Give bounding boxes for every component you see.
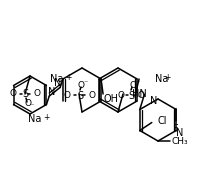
Text: O: O — [77, 80, 84, 90]
Text: ⁻: ⁻ — [136, 78, 140, 88]
Text: O: O — [130, 80, 137, 90]
Text: N: N — [54, 78, 62, 88]
Text: N: N — [177, 128, 184, 137]
Text: O: O — [117, 92, 124, 100]
Text: OH: OH — [104, 94, 118, 104]
Text: CH₃: CH₃ — [172, 136, 188, 145]
Text: N: N — [48, 87, 55, 97]
Text: O: O — [9, 90, 16, 98]
Text: HN: HN — [132, 89, 147, 99]
Text: ⁻: ⁻ — [84, 78, 88, 88]
Text: S: S — [128, 91, 134, 101]
Text: S: S — [22, 89, 28, 99]
Text: Na: Na — [155, 74, 168, 84]
Text: O: O — [63, 92, 70, 100]
Text: Na: Na — [28, 114, 42, 124]
Text: S: S — [77, 91, 83, 101]
Text: +: + — [164, 72, 170, 82]
Text: O: O — [34, 90, 41, 98]
Text: Cl: Cl — [157, 116, 167, 126]
Text: +: + — [65, 72, 71, 82]
Text: ⁻: ⁻ — [30, 102, 34, 110]
Text: F: F — [173, 124, 179, 134]
Text: +: + — [43, 112, 49, 122]
Text: N: N — [150, 96, 158, 106]
Text: O: O — [89, 92, 96, 100]
Text: Na: Na — [50, 74, 64, 84]
Text: O: O — [137, 92, 144, 100]
Text: O: O — [25, 100, 32, 108]
